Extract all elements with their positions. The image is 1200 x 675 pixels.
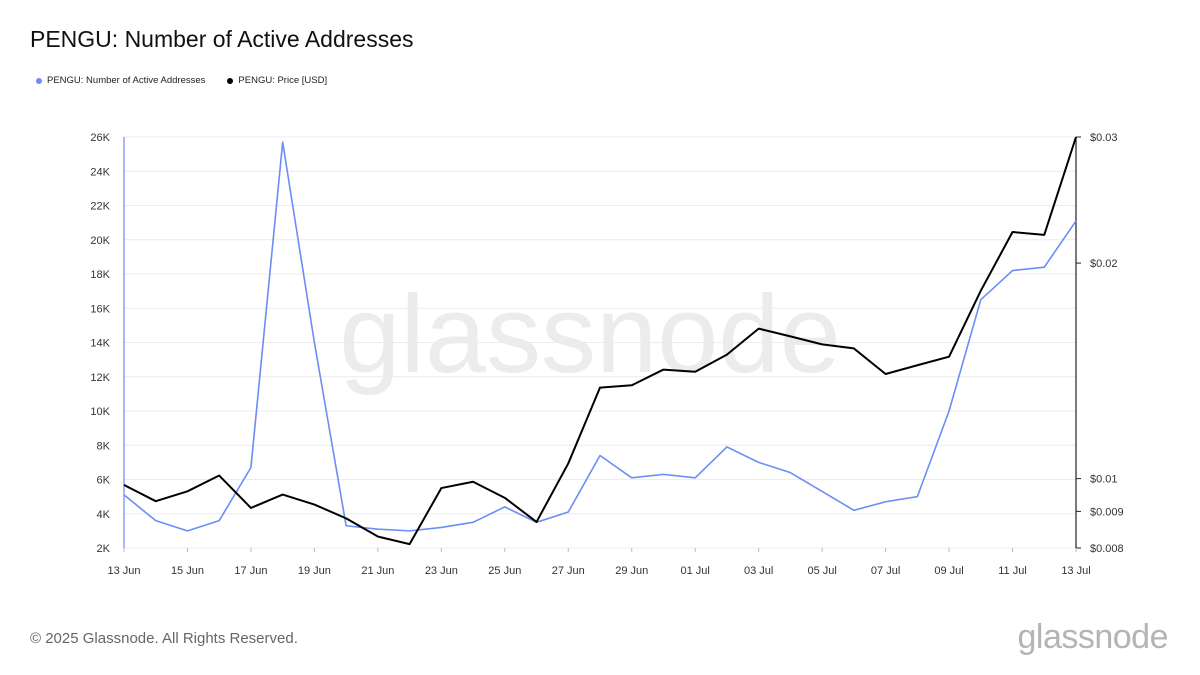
left-tick-label: 8K [97, 440, 111, 452]
right-tick-label: $0.009 [1090, 506, 1124, 518]
x-tick-label: 15 Jun [171, 565, 204, 577]
left-tick-label: 22K [90, 201, 110, 213]
left-tick-label: 24K [90, 166, 110, 178]
x-tick-label: 23 Jun [425, 565, 458, 577]
x-tick-label: 27 Jun [552, 565, 585, 577]
right-axis-ticks: $0.008 $0.009 $0.01 $0.02 $0.03 [1076, 132, 1124, 555]
x-tick-label: 21 Jun [361, 565, 394, 577]
legend-label-price: PENGU: Price [USD] [238, 75, 328, 86]
glassnode-logo: glassnode [1017, 618, 1168, 656]
legend-dot-price [227, 77, 234, 84]
left-tick-label: 26K [90, 132, 110, 144]
grid-lines [124, 136, 1076, 549]
legend-label-active-addresses: PENGU: Number of Active Addresses [47, 75, 206, 86]
legend-dot-active-addresses [36, 77, 42, 84]
x-tick-label: 03 Jul [744, 565, 773, 577]
left-tick-label: 12K [90, 372, 110, 384]
x-tick-label: 07 Jul [871, 565, 900, 577]
x-tick-label: 13 Jul [1061, 565, 1090, 577]
copyright-footer: © 2025 Glassnode. All Rights Reserved. [30, 630, 298, 647]
legend-item-price[interactable]: PENGU: Price [USD] [227, 75, 327, 86]
x-tick-label: 19 Jun [298, 565, 331, 577]
x-tick-label: 17 Jun [234, 565, 267, 577]
x-tick-label: 05 Jul [807, 565, 836, 577]
left-tick-label: 20K [90, 235, 110, 247]
right-tick-label: $0.01 [1090, 474, 1118, 486]
left-tick-label: 2K [97, 543, 111, 555]
right-tick-label: $0.02 [1090, 258, 1118, 270]
legend-item-active-addresses[interactable]: PENGU: Number of Active Addresses [36, 75, 205, 86]
chart-axes [123, 137, 1077, 548]
x-tick-label: 11 Jul [998, 565, 1027, 577]
x-tick-label: 09 Jul [934, 565, 963, 577]
x-axis-ticks: 13 Jun 15 Jun 17 Jun 19 Jun 21 Jun 23 Jun 25 J… [107, 548, 1091, 577]
right-tick-label: $0.008 [1090, 543, 1124, 555]
left-axis-ticks: 2K 4K 6K 8K 10K 12K 14K 16K 18K 20K 22K 24K 26K [90, 132, 110, 555]
active-addresses-line [123, 141, 1077, 532]
left-tick-label: 16K [90, 303, 110, 315]
left-tick-label: 10K [90, 406, 110, 418]
left-tick-label: 18K [90, 269, 110, 281]
chart-series [123, 136, 1077, 546]
x-tick-label: 29 Jun [615, 565, 648, 577]
price-line [123, 136, 1077, 546]
left-tick-label: 4K [97, 509, 111, 521]
right-tick-label: $0.03 [1090, 132, 1118, 144]
x-tick-label: 13 Jun [107, 565, 140, 577]
left-tick-label: 14K [90, 338, 110, 350]
chart-title: PENGU: Number of Active Addresses [30, 26, 414, 52]
chart-legend: PENGU: Number of Active Addresses PENGU:… [36, 75, 327, 86]
left-tick-label: 6K [97, 475, 111, 487]
chart-watermark: glassnode [339, 273, 841, 396]
x-tick-label: 25 Jun [488, 565, 521, 577]
x-tick-label: 01 Jul [681, 565, 710, 577]
